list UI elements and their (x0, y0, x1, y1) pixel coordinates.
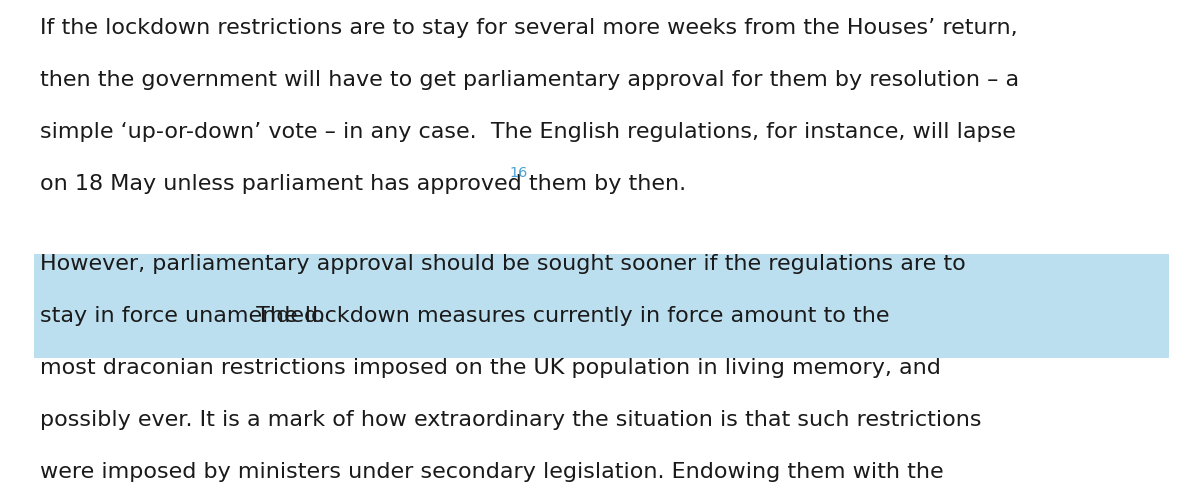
Text: stay in force unamended.: stay in force unamended. (40, 306, 325, 326)
Text: were imposed by ministers under secondary legislation. Endowing them with the: were imposed by ministers under secondar… (40, 462, 943, 482)
Text: simple ‘up-or-down’ vote – in any case.  The English regulations, for instance, : simple ‘up-or-down’ vote – in any case. … (40, 122, 1016, 142)
Text: on 18 May unless parliament has approved them by then.: on 18 May unless parliament has approved… (40, 174, 686, 194)
Bar (34, 254, 1169, 358)
Text: The lockdown measures currently in force amount to the: The lockdown measures currently in force… (248, 306, 889, 326)
Text: then the government will have to get parliamentary approval for them by resoluti: then the government will have to get par… (40, 70, 1019, 90)
Text: possibly ever. It is a mark of how extraordinary the situation is that such rest: possibly ever. It is a mark of how extra… (40, 410, 982, 430)
Text: However, parliamentary approval should be sought sooner if the regulations are t: However, parliamentary approval should b… (40, 254, 966, 274)
Text: 16: 16 (510, 166, 528, 180)
Text: most draconian restrictions imposed on the UK population in living memory, and: most draconian restrictions imposed on t… (40, 358, 941, 378)
Text: If the lockdown restrictions are to stay for several more weeks from the Houses’: If the lockdown restrictions are to stay… (40, 18, 1018, 38)
